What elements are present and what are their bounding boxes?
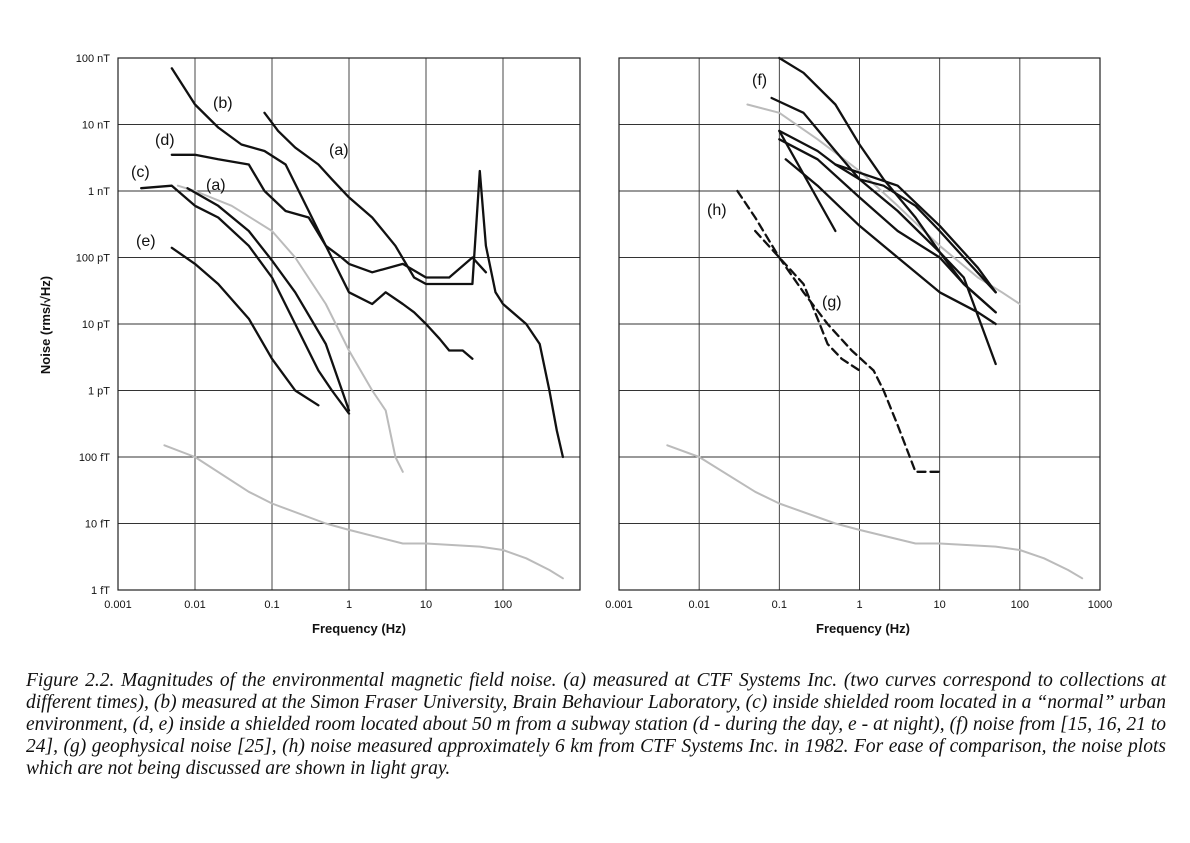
label-e: (e) <box>136 233 156 250</box>
left-x-tick-labels: 0.001 0.01 0.1 1 10 100 <box>104 599 512 611</box>
series-line-f <box>784 158 997 326</box>
right-curves <box>666 56 1084 580</box>
x-tick-label: 100 <box>494 599 512 611</box>
y-axis-label: Noise (rms/√Hz) <box>38 276 53 374</box>
x-tick-label: 0.01 <box>184 599 205 611</box>
series-line-a <box>186 187 351 412</box>
series-line-b <box>170 67 474 360</box>
left-panel: 0.001 0.01 0.1 1 10 100 1 fT 10 fT 100 fT 1 pT 10… <box>38 53 581 636</box>
series-line-g <box>754 229 861 372</box>
x-tick-label: 0.001 <box>104 599 132 611</box>
x-tick-label: 1 <box>856 599 862 611</box>
x-tick-label: 1 <box>346 599 352 611</box>
series-line-gray <box>163 444 564 580</box>
left-x-axis-label: Frequency (Hz) <box>312 621 406 636</box>
series-line-f <box>834 163 997 294</box>
series-line-gray <box>666 444 1084 580</box>
series-line-f <box>778 138 997 314</box>
series-line-gray <box>176 184 404 473</box>
figure-caption: Figure 2.2. Magnitudes of the environmen… <box>26 670 1166 779</box>
y-tick-label: 1 pT <box>88 386 110 398</box>
label-f: (f) <box>752 72 767 89</box>
x-tick-label: 0.1 <box>772 599 787 611</box>
left-plot-frame <box>117 57 581 591</box>
series-line-d <box>170 153 488 279</box>
right-x-axis-label: Frequency (Hz) <box>816 621 910 636</box>
x-tick-label: 100 <box>1011 599 1029 611</box>
right-x-tick-labels: 0.001 0.01 0.1 1 10 100 1000 <box>605 599 1112 611</box>
right-grid <box>618 57 1101 591</box>
left-y-tick-labels: 1 fT 10 fT 100 fT 1 pT 10 pT 100 pT 1 nT 10 nT 1… <box>76 53 111 597</box>
x-tick-label: 10 <box>934 599 946 611</box>
left-curves <box>140 67 565 580</box>
right-plot-frame <box>618 57 1101 591</box>
series-line-f <box>778 56 997 314</box>
y-tick-label: 10 pT <box>82 319 110 331</box>
label-d: (d) <box>155 132 175 149</box>
y-tick-label: 1 nT <box>88 186 110 198</box>
label-c: (c) <box>131 164 150 181</box>
series-line-h <box>736 189 941 473</box>
left-grid <box>117 57 581 591</box>
x-tick-label: 0.01 <box>688 599 709 611</box>
series-line-f <box>778 129 837 233</box>
series-line-gray <box>746 103 1021 305</box>
y-tick-label: 10 fT <box>85 519 110 531</box>
series-line-f <box>778 129 997 294</box>
right-panel: 0.001 0.01 0.1 1 10 100 1000 Frequency (Hz) (f… <box>605 56 1112 636</box>
label-b: (b) <box>213 95 233 112</box>
y-tick-label: 100 pT <box>76 253 111 265</box>
series-line-f <box>770 96 997 366</box>
y-tick-label: 10 nT <box>82 120 110 132</box>
label-h: (h) <box>707 202 727 219</box>
y-tick-label: 100 fT <box>79 452 110 464</box>
x-tick-label: 1000 <box>1088 599 1112 611</box>
series-line-c <box>140 184 351 415</box>
label-a-upper: (a) <box>329 142 349 159</box>
y-tick-label: 1 fT <box>91 585 110 597</box>
label-g: (g) <box>822 294 842 311</box>
x-tick-label: 10 <box>420 599 432 611</box>
series-line-e <box>170 246 320 407</box>
x-tick-label: 0.1 <box>264 599 279 611</box>
y-tick-label: 100 nT <box>76 53 111 65</box>
label-a-lower: (a) <box>206 177 226 194</box>
series-line-a <box>263 111 565 459</box>
x-tick-label: 0.001 <box>605 599 633 611</box>
